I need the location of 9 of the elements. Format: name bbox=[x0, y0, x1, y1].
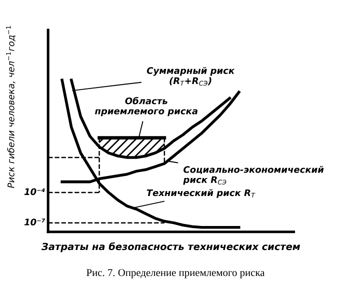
annotation: Область приемлемого риска bbox=[94, 97, 198, 116]
ref-line-label: 10⁻⁴ bbox=[24, 188, 45, 196]
y-axis-title: Риск гибели человека, чел$^{−1}$год$^{−1}$ bbox=[6, 26, 16, 188]
annotation: Социально-экономический риск R$_{CЭ}$ bbox=[183, 166, 324, 185]
annotation: Суммарный риск (R$_{T}$+R$_{CЭ}$) bbox=[146, 66, 235, 86]
ref-line-label: 10⁻⁷ bbox=[24, 218, 46, 226]
x-axis-title: Затраты на безопасность технических систем bbox=[42, 242, 300, 252]
annotation: Технический риск R$_{T}$ bbox=[146, 189, 256, 198]
text: Рис. 7. Определение приемлемого риска bbox=[86, 269, 265, 278]
